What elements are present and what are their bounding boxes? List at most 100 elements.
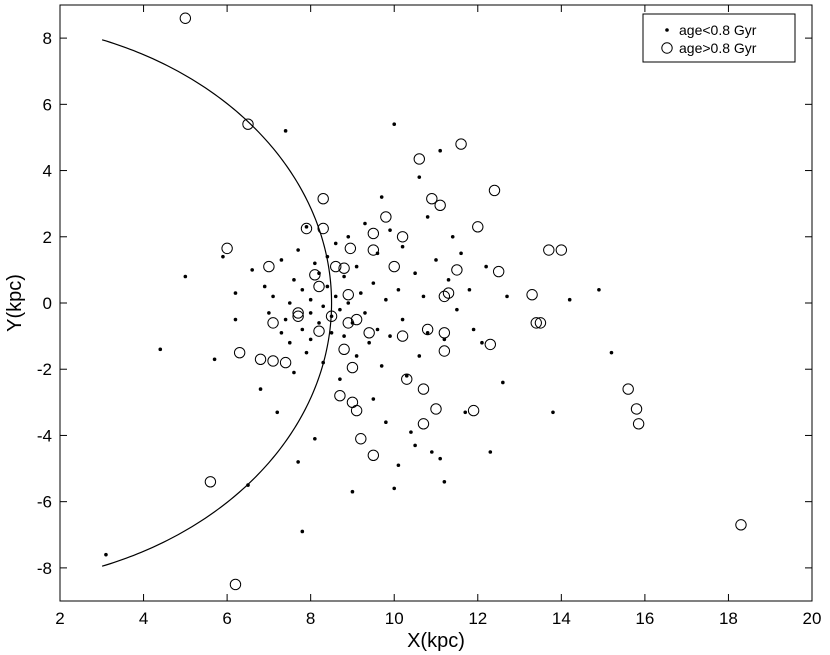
data-point-young bbox=[325, 284, 330, 289]
data-point-young bbox=[367, 340, 371, 345]
data-point-young bbox=[425, 215, 430, 219]
data-point-young bbox=[104, 552, 108, 557]
data-point-young bbox=[375, 327, 380, 332]
data-point-old bbox=[534, 317, 547, 329]
legend-label-dot: age<0.8 Gyr bbox=[679, 22, 757, 38]
data-point-old bbox=[413, 153, 425, 165]
data-point-young bbox=[471, 327, 476, 332]
data-point-young bbox=[359, 291, 363, 295]
data-point-old bbox=[442, 287, 455, 299]
data-point-young bbox=[463, 410, 468, 415]
data-point-old bbox=[330, 260, 342, 273]
data-point-young bbox=[329, 314, 334, 319]
data-point-old bbox=[267, 355, 279, 367]
y-tick-label: 0 bbox=[43, 294, 52, 313]
data-point-young bbox=[388, 334, 392, 338]
data-point-young bbox=[338, 307, 342, 312]
legend-dot-marker bbox=[665, 28, 669, 32]
data-point-young bbox=[551, 410, 555, 415]
data-point-young bbox=[413, 271, 417, 276]
data-point-young bbox=[442, 337, 447, 342]
data-point-young bbox=[246, 483, 250, 487]
y-tick-label: 8 bbox=[43, 29, 52, 48]
data-point-old bbox=[342, 317, 354, 329]
data-point-old bbox=[204, 476, 217, 488]
data-point-young bbox=[488, 450, 493, 454]
data-point-old bbox=[455, 138, 467, 150]
data-point-young bbox=[233, 317, 238, 322]
x-tick-label: 16 bbox=[635, 609, 654, 628]
data-point-young bbox=[384, 297, 388, 302]
data-point-old bbox=[417, 418, 430, 430]
data-point-young bbox=[287, 301, 292, 305]
data-point-young bbox=[450, 234, 455, 239]
data-point-young bbox=[342, 274, 346, 279]
data-point-old bbox=[300, 222, 313, 235]
x-axis-title: X(kpc) bbox=[407, 630, 465, 652]
data-point-young bbox=[363, 311, 367, 315]
x-tick-label: 10 bbox=[385, 609, 404, 628]
data-point-old bbox=[367, 244, 380, 256]
data-point-young bbox=[325, 254, 330, 259]
data-point-young bbox=[321, 304, 326, 309]
data-point-old bbox=[434, 199, 446, 212]
data-point-young bbox=[158, 347, 163, 352]
data-point-old bbox=[325, 310, 338, 322]
data-point-old bbox=[179, 12, 192, 24]
data-point-old bbox=[543, 244, 555, 256]
legend-circle-marker bbox=[661, 42, 673, 54]
data-point-young bbox=[384, 420, 388, 425]
data-point-young bbox=[438, 148, 442, 153]
y-tick-label: -4 bbox=[37, 426, 52, 445]
data-point-young bbox=[413, 443, 417, 448]
data-point-old bbox=[344, 242, 357, 255]
data-point-young bbox=[329, 331, 334, 335]
data-point-young bbox=[304, 225, 309, 229]
data-point-young bbox=[417, 175, 422, 179]
data-point-young bbox=[371, 281, 376, 285]
data-point-old bbox=[632, 418, 645, 430]
data-point-young bbox=[283, 317, 288, 322]
data-point-old bbox=[342, 289, 354, 301]
plot-area bbox=[59, 4, 813, 602]
data-point-young bbox=[313, 436, 317, 441]
data-point-old bbox=[472, 221, 484, 233]
data-point-young bbox=[346, 301, 351, 305]
x-tick-label: 14 bbox=[552, 609, 571, 628]
data-point-young bbox=[279, 331, 284, 335]
data-point-old bbox=[363, 327, 375, 339]
data-point-young bbox=[505, 294, 509, 299]
data-point-old bbox=[388, 260, 400, 273]
data-point-old bbox=[526, 289, 538, 301]
data-point-old bbox=[242, 118, 254, 130]
data-point-young bbox=[396, 463, 401, 468]
data-point-old bbox=[426, 193, 438, 205]
data-point-young bbox=[321, 360, 326, 365]
data-point-young bbox=[221, 254, 225, 259]
data-point-old bbox=[346, 361, 359, 374]
data-point-old bbox=[367, 449, 380, 462]
data-point-young bbox=[459, 251, 463, 256]
data-point-young bbox=[300, 529, 305, 534]
y-tick-label: -2 bbox=[37, 360, 52, 379]
data-point-old bbox=[484, 338, 497, 351]
data-point-young bbox=[283, 129, 288, 133]
y-tick-label: 2 bbox=[43, 228, 52, 247]
data-point-young bbox=[430, 450, 434, 454]
data-point-old bbox=[350, 313, 363, 326]
data-point-young bbox=[609, 350, 614, 355]
x-tick-label: 6 bbox=[222, 609, 231, 628]
data-point-old bbox=[334, 390, 346, 402]
data-point-young bbox=[212, 357, 217, 362]
data-point-old bbox=[350, 404, 363, 417]
data-point-young bbox=[363, 221, 367, 226]
data-point-young bbox=[354, 264, 359, 269]
data-point-young bbox=[371, 397, 376, 401]
data-point-young bbox=[279, 258, 284, 262]
x-tick-label: 12 bbox=[468, 609, 487, 628]
data-point-old bbox=[313, 325, 325, 337]
data-point-old bbox=[279, 356, 292, 369]
data-point-young bbox=[233, 291, 238, 295]
data-point-young bbox=[434, 258, 438, 262]
